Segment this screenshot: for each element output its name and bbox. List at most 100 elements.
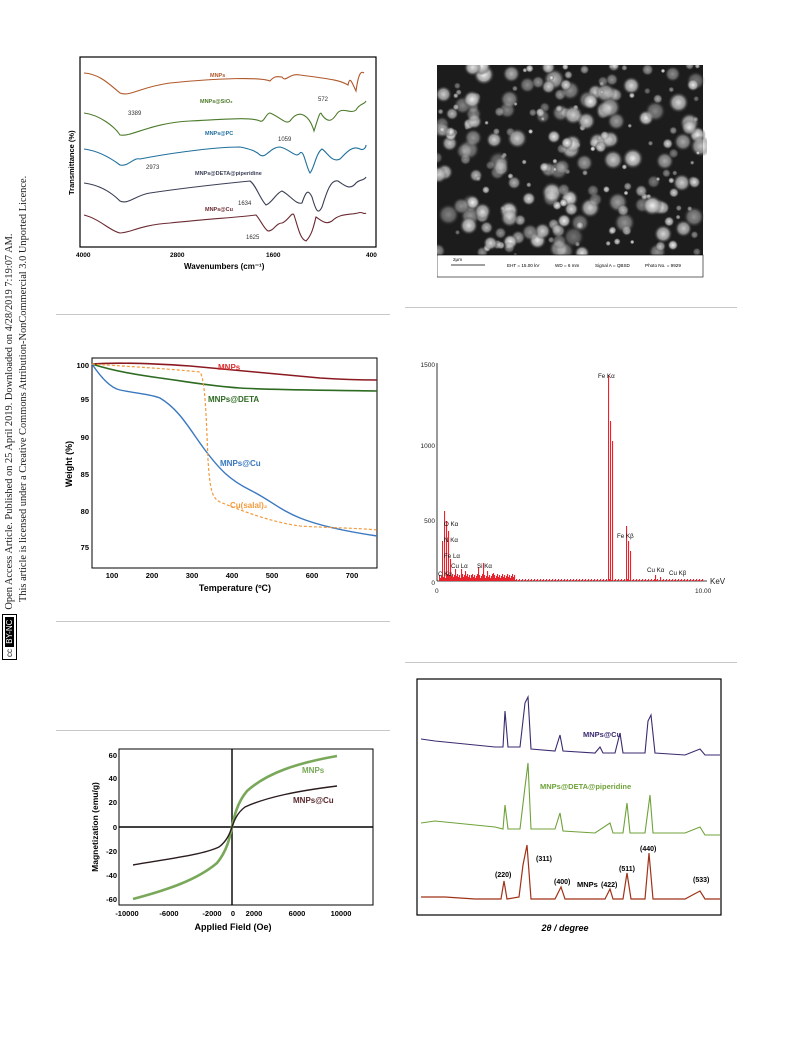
edx-bar xyxy=(497,574,499,581)
edx-bar xyxy=(597,579,599,581)
cc-license-badge[interactable]: cc BY-NC xyxy=(2,613,17,660)
edx-bar xyxy=(545,580,547,581)
edx-bar xyxy=(500,578,502,581)
sem-particle xyxy=(435,85,452,103)
edx-bar xyxy=(454,575,456,581)
sem-particle xyxy=(453,82,461,90)
edx-bar xyxy=(630,551,632,581)
vsm-xtick: -10000 xyxy=(115,909,138,918)
sem-particle xyxy=(660,68,666,74)
tga-ytick: 80 xyxy=(81,507,89,516)
sem-particle xyxy=(616,204,630,217)
edx-bar xyxy=(655,575,657,581)
xrd-hkl: (400) xyxy=(554,879,570,886)
ftir-label-mnps-sio2: MNPs@SiO₂ xyxy=(200,99,233,105)
tga-curve-cusalal xyxy=(91,363,378,531)
sem-particle xyxy=(500,208,519,228)
edx-bar xyxy=(453,577,455,581)
edx-bar xyxy=(593,580,595,581)
edx-bar xyxy=(576,579,578,581)
edx-bar xyxy=(460,578,462,581)
edx-bar xyxy=(570,579,572,581)
vsm-xtick: 2000 xyxy=(246,909,263,918)
sem-particle xyxy=(602,149,624,170)
edx-bar xyxy=(588,579,590,581)
edx-peak-label: Si Kα xyxy=(477,563,492,570)
tga-curves xyxy=(91,362,378,537)
edx-bar xyxy=(620,580,622,581)
edx-bar xyxy=(521,580,523,581)
edx-figure: 1500 1000 500 0 0 10.00 KeV Fe Kα O Kα N… xyxy=(415,355,735,600)
edx-bar xyxy=(675,579,677,581)
sem-particle xyxy=(554,158,571,175)
edx-bar xyxy=(587,580,589,581)
sem-particle xyxy=(473,202,492,221)
tga-label-mnps-cu: MNPs@Cu xyxy=(220,459,261,468)
edx-bar xyxy=(519,579,521,581)
sem-particle xyxy=(563,105,584,125)
sem-particle xyxy=(668,92,689,113)
ftir-frame xyxy=(79,56,377,248)
sem-particle xyxy=(502,64,521,83)
sem-particle xyxy=(613,211,636,234)
sem-particle xyxy=(622,147,644,170)
sem-particle xyxy=(561,63,569,71)
xrd-hkl: (220) xyxy=(495,872,511,879)
edx-bar xyxy=(681,579,683,581)
edx-bar xyxy=(558,579,560,581)
edx-bar xyxy=(608,375,610,581)
edx-bar xyxy=(472,574,474,581)
edx-bar xyxy=(674,580,676,581)
sem-scale-label: 2μm xyxy=(453,257,462,262)
edx-bar xyxy=(605,580,607,581)
sem-particle xyxy=(672,173,691,192)
vsm-ytick: 0 xyxy=(113,823,117,832)
edx-bar xyxy=(663,579,665,581)
edx-bar xyxy=(671,580,673,581)
edx-bar xyxy=(546,579,548,581)
edx-bar xyxy=(555,579,557,581)
sem-particle xyxy=(653,224,673,244)
sem-particle xyxy=(464,128,483,147)
sem-particle xyxy=(519,76,536,94)
edx-bar xyxy=(443,577,445,581)
xrd-curve-mnps-deta xyxy=(420,762,720,836)
sem-info-bar xyxy=(436,254,704,278)
tga-ylabel: Weight (%) xyxy=(64,441,74,487)
edx-bar xyxy=(648,579,650,581)
sem-particle xyxy=(689,160,695,165)
vsm-ytick: -60 xyxy=(106,895,117,904)
sem-particle xyxy=(452,103,460,111)
sem-particle xyxy=(534,222,551,240)
sem-signal: Signal A = QBSD xyxy=(595,263,631,268)
ftir-annotation: 1625 xyxy=(246,235,260,241)
sem-particle xyxy=(521,223,539,241)
edx-bar xyxy=(591,579,593,581)
tga-ytick: 100 xyxy=(76,361,89,370)
edx-bar xyxy=(511,576,513,581)
sem-particle xyxy=(690,230,699,239)
edx-bar xyxy=(657,579,659,581)
ftir-annotation: 3389 xyxy=(128,111,142,117)
edx-bar xyxy=(683,580,685,581)
edx-bar xyxy=(489,575,491,581)
sem-particle xyxy=(564,201,579,217)
sem-particle xyxy=(492,127,501,136)
sem-eht: EHT = 15.00 kV xyxy=(507,263,540,268)
sem-particle xyxy=(692,116,699,123)
edx-bar xyxy=(653,580,655,581)
xrd-label-mnps: MNPs xyxy=(577,880,598,889)
sem-particle xyxy=(690,135,712,157)
edx-bar xyxy=(680,580,682,581)
sem-particle xyxy=(484,120,489,126)
tga-label-mnps: MNPs xyxy=(218,363,241,372)
edx-bar xyxy=(470,578,472,581)
ftir-xtick: 1600 xyxy=(266,252,281,259)
edx-bar xyxy=(627,579,629,581)
sem-particle xyxy=(539,161,550,173)
vsm-xtick: 6000 xyxy=(289,909,306,918)
sem-particle xyxy=(672,170,678,176)
license-statement[interactable]: This article is licensed under a Creativ… xyxy=(18,175,29,602)
edx-bar xyxy=(626,526,628,581)
sem-particle xyxy=(675,204,683,212)
